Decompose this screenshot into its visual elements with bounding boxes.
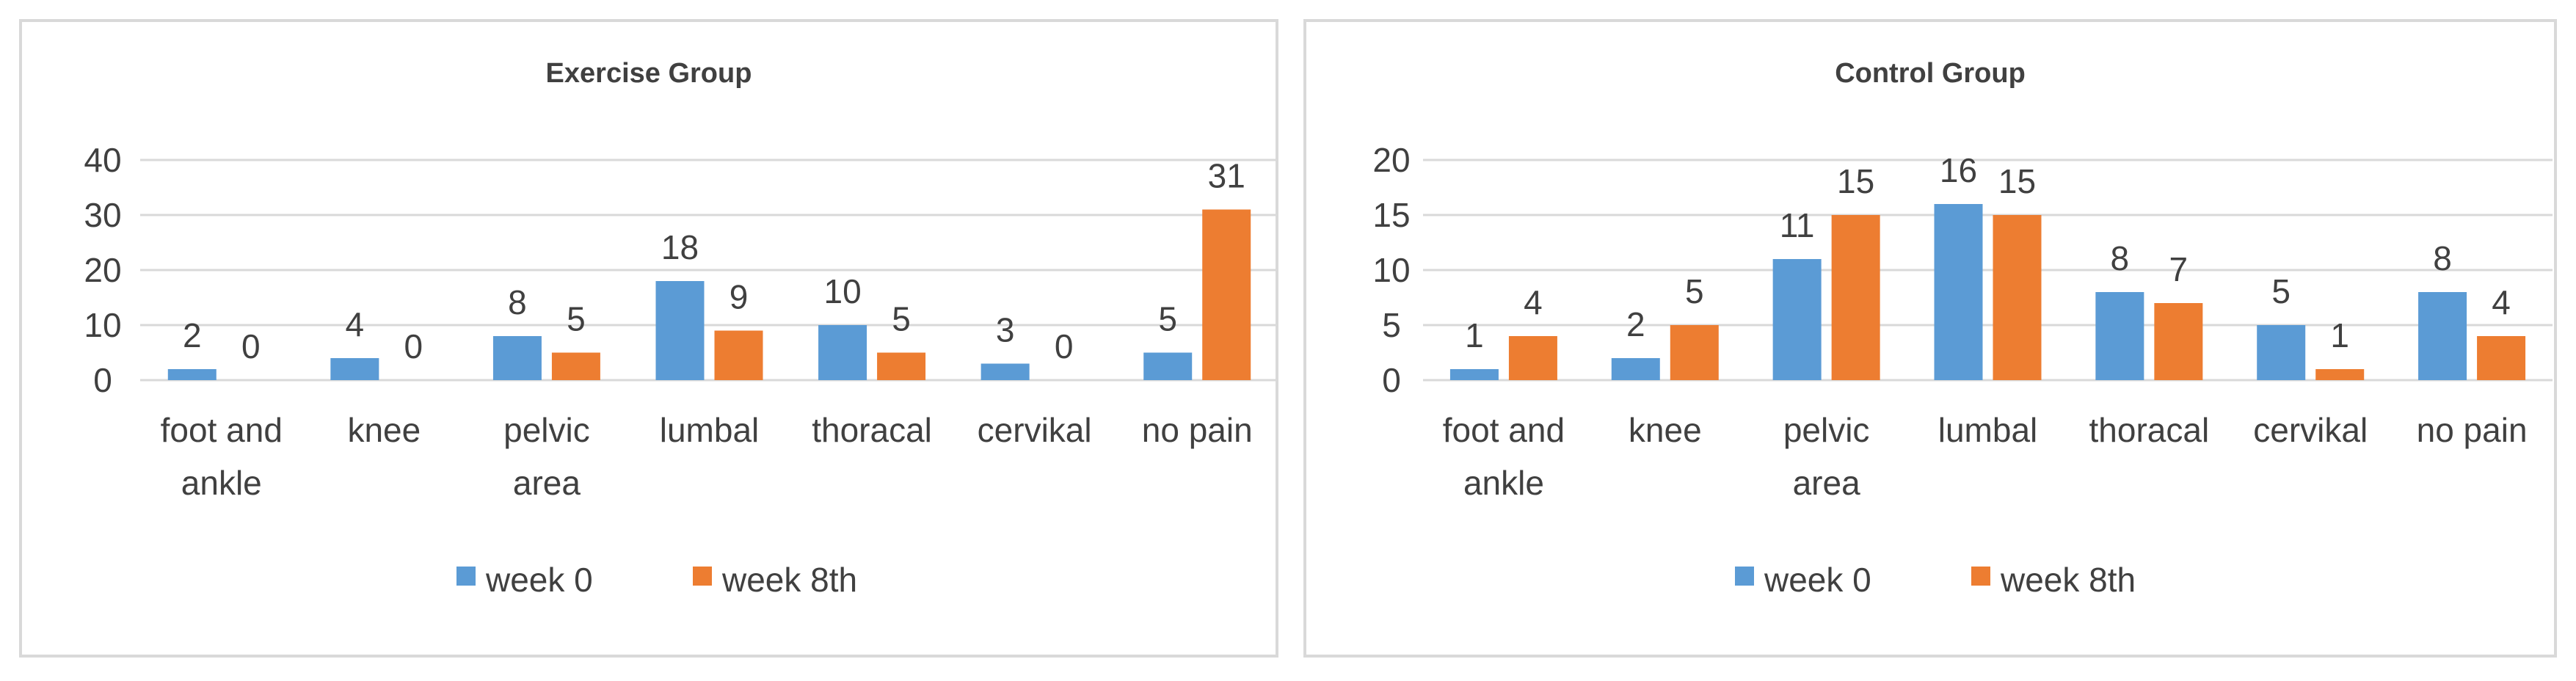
bar-week-8th bbox=[1202, 209, 1251, 380]
data-label: 5 bbox=[1158, 300, 1177, 338]
data-label: 8 bbox=[508, 283, 527, 321]
x-category-label: foot and bbox=[161, 411, 283, 449]
bar-week-8th bbox=[2315, 369, 2365, 380]
data-label: 31 bbox=[1208, 157, 1245, 195]
x-category-label: thoracal bbox=[2089, 411, 2210, 449]
data-label: 0 bbox=[241, 327, 261, 365]
data-label: 9 bbox=[729, 278, 749, 316]
data-label: 10 bbox=[823, 272, 861, 310]
legend-label: week 0 bbox=[1764, 561, 1871, 599]
data-label: 1 bbox=[1465, 316, 1484, 354]
legend-label: week 8th bbox=[721, 561, 857, 599]
data-label: 7 bbox=[2169, 250, 2188, 288]
control-group-chart: Control Group 0 5 10 15 20 1 2 11 16 8 5 8 4 5 15 15 7 1 4 f… bbox=[1303, 19, 2557, 658]
x-category-label: ankle bbox=[1463, 464, 1544, 502]
y-tick-label: 20 bbox=[84, 251, 121, 289]
y-tick-label: 0 bbox=[93, 361, 112, 399]
data-label: 8 bbox=[2433, 239, 2452, 277]
data-label: 3 bbox=[996, 311, 1015, 349]
bar-week-0 bbox=[1449, 369, 1499, 380]
bar-week-8th bbox=[1831, 215, 1880, 380]
bar-week-8th bbox=[551, 352, 600, 380]
data-label: 4 bbox=[346, 305, 365, 343]
bar-week-0 bbox=[492, 336, 542, 380]
bar-week-0 bbox=[1143, 352, 1193, 380]
bar-week-8th bbox=[1993, 215, 2042, 380]
data-label: 15 bbox=[1837, 162, 1874, 200]
x-category-label: pelvic bbox=[503, 411, 590, 449]
bar-week-0 bbox=[2418, 292, 2467, 380]
bar-week-8th bbox=[877, 352, 926, 380]
y-tick-label: 5 bbox=[1382, 306, 1401, 344]
x-category-label: lumbal bbox=[1938, 411, 2038, 449]
chart-title: Control Group bbox=[1835, 58, 2026, 89]
data-label: 4 bbox=[1524, 283, 1543, 321]
chart-title: Exercise Group bbox=[546, 58, 752, 89]
data-label: 4 bbox=[2492, 283, 2511, 321]
x-category-label: no pain bbox=[1142, 411, 1253, 449]
bar-week-8th bbox=[2154, 303, 2203, 380]
data-label: 5 bbox=[2271, 272, 2291, 310]
x-category-label: no pain bbox=[2417, 411, 2528, 449]
x-category-label: ankle bbox=[181, 464, 262, 502]
data-label: 5 bbox=[892, 300, 911, 338]
bar-week-8th bbox=[1670, 325, 1719, 380]
y-tick-label: 0 bbox=[1382, 361, 1401, 399]
x-category-label: cervikal bbox=[978, 411, 1092, 449]
bar-week-0 bbox=[2095, 292, 2144, 380]
x-category-label: area bbox=[513, 464, 581, 502]
data-label: 2 bbox=[183, 316, 202, 354]
legend-swatch bbox=[456, 567, 476, 586]
data-label: 0 bbox=[404, 327, 423, 365]
x-category-label: knee bbox=[347, 411, 421, 449]
data-label: 1 bbox=[2330, 316, 2349, 354]
y-tick-label: 15 bbox=[1372, 196, 1410, 234]
x-category-label: area bbox=[1793, 464, 1860, 502]
x-category-label: lumbal bbox=[660, 411, 760, 449]
y-tick-label: 10 bbox=[1372, 251, 1410, 289]
x-category-label: pelvic bbox=[1783, 411, 1870, 449]
legend-label: week 8th bbox=[2000, 561, 2136, 599]
legend-swatch bbox=[1735, 567, 1754, 586]
exercise-group-chart: Exercise Group 0 10 20 30 40 2 4 8 18 10 3 5 0 0 5 9 5 0 31… bbox=[19, 19, 1278, 658]
y-tick-label: 30 bbox=[84, 196, 121, 234]
bar-week-0 bbox=[167, 369, 217, 380]
data-label: 2 bbox=[1626, 305, 1645, 343]
control-group-chart-svg: Control Group 0 5 10 15 20 1 2 11 16 8 5 8 4 5 15 15 7 1 4 f… bbox=[1372, 58, 2553, 599]
y-tick-label: 40 bbox=[84, 141, 121, 179]
bar-week-0 bbox=[1772, 259, 1822, 380]
y-tick-label: 20 bbox=[1372, 141, 1410, 179]
bar-week-0 bbox=[330, 358, 379, 380]
legend-label: week 0 bbox=[485, 561, 593, 599]
bar-week-8th bbox=[714, 330, 763, 380]
bar-week-8th bbox=[2477, 336, 2526, 380]
x-category-label: thoracal bbox=[812, 411, 932, 449]
data-label: 16 bbox=[1940, 151, 1977, 189]
bar-week-0 bbox=[1934, 204, 1983, 380]
bar-week-8th bbox=[1508, 336, 1557, 380]
legend-swatch bbox=[1971, 567, 1990, 586]
bar-week-0 bbox=[818, 325, 867, 380]
data-label: 15 bbox=[1998, 162, 2036, 200]
y-tick-label: 10 bbox=[84, 306, 121, 344]
data-label: 11 bbox=[1780, 206, 1815, 244]
x-category-label: cervikal bbox=[2253, 411, 2368, 449]
legend-swatch bbox=[693, 567, 712, 586]
x-category-label: knee bbox=[1629, 411, 1702, 449]
bar-week-0 bbox=[2257, 325, 2306, 380]
data-label: 5 bbox=[1685, 272, 1704, 310]
bar-week-0 bbox=[980, 363, 1030, 380]
bar-week-0 bbox=[1611, 358, 1660, 380]
bar-week-0 bbox=[655, 281, 705, 380]
data-label: 8 bbox=[2111, 239, 2130, 277]
data-label: 5 bbox=[567, 300, 586, 338]
data-label: 0 bbox=[1055, 327, 1074, 365]
data-label: 18 bbox=[661, 228, 699, 266]
x-category-label: foot and bbox=[1443, 411, 1565, 449]
